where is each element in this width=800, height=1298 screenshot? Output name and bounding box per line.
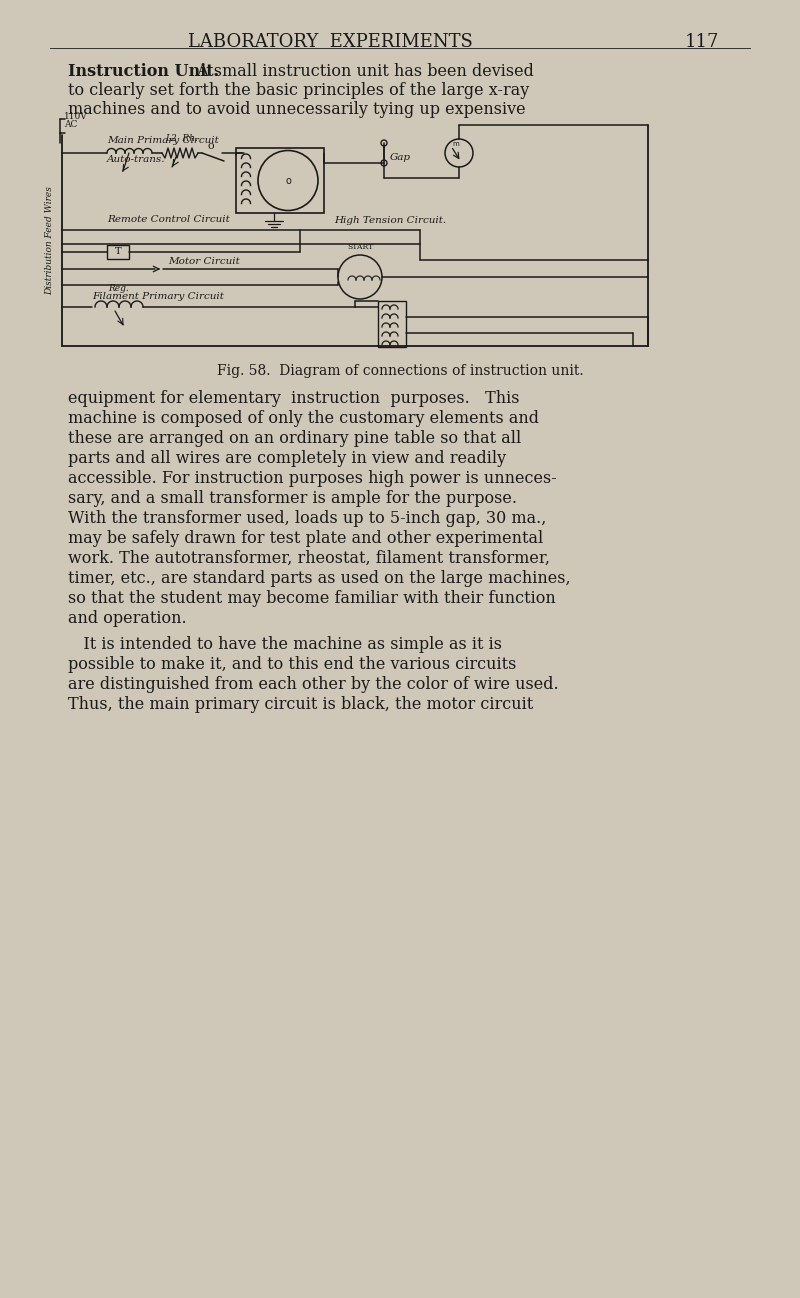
Text: Filament Primary Circuit: Filament Primary Circuit (92, 292, 224, 301)
Text: may be safely drawn for test plate and other experimental: may be safely drawn for test plate and o… (68, 530, 543, 546)
Bar (378, 301, 406, 347)
Circle shape (381, 160, 387, 166)
Text: these are arranged on an ordinary pine table so that all: these are arranged on an ordinary pine t… (68, 430, 522, 447)
Text: parts and all wires are completely in view and readily: parts and all wires are completely in vi… (68, 450, 506, 467)
Bar (236, 148, 324, 213)
Text: Thus, the main primary circuit is black, the motor circuit: Thus, the main primary circuit is black,… (68, 696, 534, 713)
Text: and operation.: and operation. (68, 610, 186, 627)
Text: Motor Circuit: Motor Circuit (168, 257, 240, 266)
Text: START: START (347, 243, 373, 251)
Text: L2  Rh.: L2 Rh. (166, 134, 198, 143)
Text: Distribution Feed Wires: Distribution Feed Wires (46, 186, 54, 295)
Text: possible to make it, and to this end the various circuits: possible to make it, and to this end the… (68, 655, 516, 672)
Text: Instruction Unit.: Instruction Unit. (68, 64, 219, 80)
Text: A small instruction unit has been devised: A small instruction unit has been devise… (192, 64, 534, 80)
Text: m: m (453, 141, 459, 147)
Text: Auto-trans.: Auto-trans. (107, 154, 166, 164)
Text: Fig. 58.  Diagram of connections of instruction unit.: Fig. 58. Diagram of connections of instr… (217, 363, 583, 378)
Text: work. The autotransformer, rheostat, filament transformer,: work. The autotransformer, rheostat, fil… (68, 550, 550, 567)
Bar (107, 245, 129, 260)
Text: equipment for elementary  instruction  purposes.   This: equipment for elementary instruction pur… (68, 389, 519, 408)
Text: o: o (207, 141, 214, 151)
Text: accessible. For instruction purposes high power is unneces-: accessible. For instruction purposes hig… (68, 470, 557, 487)
Text: T: T (114, 248, 122, 257)
Text: timer, etc., are standard parts as used on the large machines,: timer, etc., are standard parts as used … (68, 570, 570, 587)
Text: 117: 117 (685, 32, 719, 51)
Text: sary, and a small transformer is ample for the purpose.: sary, and a small transformer is ample f… (68, 491, 517, 508)
Text: High Tension Circuit.: High Tension Circuit. (334, 215, 446, 225)
Text: It is intended to have the machine as simple as it is: It is intended to have the machine as si… (68, 636, 502, 653)
Text: 110V: 110V (64, 112, 88, 121)
Text: so that the student may become familiar with their function: so that the student may become familiar … (68, 591, 556, 607)
Text: Gap: Gap (390, 153, 411, 162)
Circle shape (381, 140, 387, 145)
Text: to clearly set forth the basic principles of the large x-ray: to clearly set forth the basic principle… (68, 82, 530, 99)
Text: o: o (285, 175, 291, 186)
Text: machines and to avoid unnecessarily tying up expensive: machines and to avoid unnecessarily tyin… (68, 101, 526, 118)
Text: Main Primary Circuit: Main Primary Circuit (107, 136, 218, 145)
Text: machine is composed of only the customary elements and: machine is composed of only the customar… (68, 410, 539, 427)
Text: Remote Control Circuit: Remote Control Circuit (107, 215, 230, 225)
Text: With the transformer used, loads up to 5-inch gap, 30 ma.,: With the transformer used, loads up to 5… (68, 510, 546, 527)
Text: Reg.: Reg. (109, 284, 130, 293)
Text: AC: AC (64, 119, 78, 129)
Text: are distinguished from each other by the color of wire used.: are distinguished from each other by the… (68, 676, 558, 693)
Text: LABORATORY  EXPERIMENTS: LABORATORY EXPERIMENTS (187, 32, 473, 51)
